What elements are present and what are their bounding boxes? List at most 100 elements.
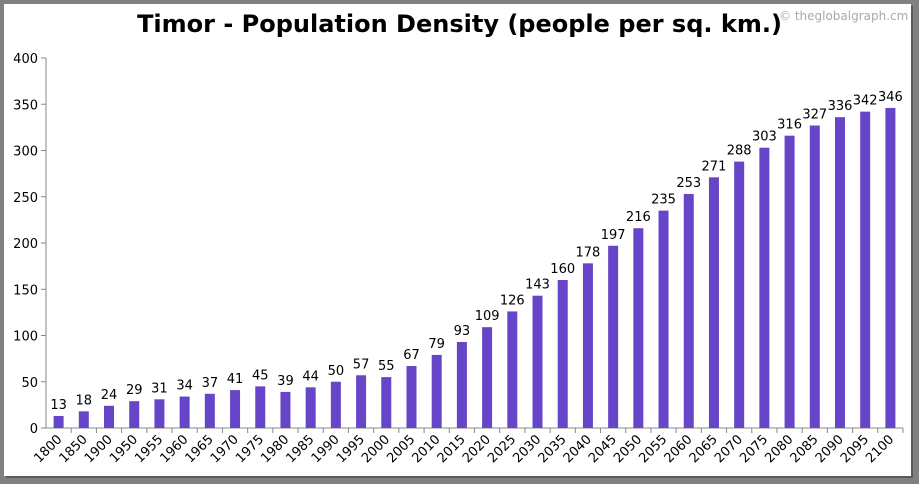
data-label: 303 xyxy=(752,130,777,145)
y-tick-label: 250 xyxy=(13,191,38,206)
bar xyxy=(129,401,140,428)
data-label: 160 xyxy=(550,262,575,277)
x-tick-label: 2065 xyxy=(687,432,721,466)
data-label: 24 xyxy=(101,388,118,403)
bar xyxy=(582,263,593,428)
data-label: 271 xyxy=(702,159,727,174)
bar xyxy=(104,405,115,428)
x-tick-label: 2015 xyxy=(435,432,469,466)
data-label: 178 xyxy=(576,245,601,260)
x-tick-label: 2010 xyxy=(410,432,444,466)
watermark: © theglobalgraph.cm xyxy=(779,9,909,23)
bar xyxy=(356,375,367,428)
bar xyxy=(431,354,442,428)
x-tick-label: 1965 xyxy=(183,432,217,466)
bar xyxy=(633,228,644,428)
bar xyxy=(784,135,795,428)
y-tick-label: 100 xyxy=(13,330,38,345)
x-tick-label: 2100 xyxy=(863,432,897,466)
data-label: 45 xyxy=(252,368,269,383)
bar xyxy=(456,341,467,428)
bar xyxy=(834,117,845,428)
x-tick-label: 2075 xyxy=(737,432,771,466)
x-tick-label: 2045 xyxy=(586,432,620,466)
x-tick-label: 2060 xyxy=(662,432,696,466)
y-tick-label: 400 xyxy=(13,52,38,67)
bar xyxy=(885,107,896,428)
data-label: 41 xyxy=(227,372,244,387)
y-tick-label: 50 xyxy=(21,376,38,391)
bar xyxy=(53,415,64,428)
bar xyxy=(305,387,316,428)
bar xyxy=(330,381,341,428)
bar xyxy=(507,311,518,428)
data-label: 126 xyxy=(500,293,525,308)
data-label: 39 xyxy=(277,374,294,389)
data-label: 67 xyxy=(403,348,420,363)
bar xyxy=(532,295,543,428)
x-tick-label: 2030 xyxy=(510,432,544,466)
x-tick-label: 2095 xyxy=(838,432,872,466)
data-label: 253 xyxy=(676,176,701,191)
bar xyxy=(78,411,89,428)
data-label: 44 xyxy=(302,369,319,384)
data-label: 31 xyxy=(151,381,168,396)
y-tick-label: 300 xyxy=(13,145,38,160)
x-tick-label: 1900 xyxy=(82,432,116,466)
chart-title: Timor - Population Density (people per s… xyxy=(137,10,782,38)
x-tick-label: 2080 xyxy=(762,432,796,466)
bar xyxy=(406,366,417,428)
data-label: 327 xyxy=(802,108,827,123)
bar xyxy=(280,391,291,428)
bar xyxy=(658,210,669,428)
bar xyxy=(708,177,719,428)
data-label: 336 xyxy=(828,99,853,114)
bar xyxy=(204,393,215,428)
bar xyxy=(154,399,165,428)
bar xyxy=(734,161,745,428)
data-label: 342 xyxy=(853,94,878,109)
x-tick-label: 1800 xyxy=(31,432,65,466)
data-label: 235 xyxy=(651,193,676,208)
x-tick-label: 2055 xyxy=(636,432,670,466)
x-tick-label: 2085 xyxy=(788,432,822,466)
x-tick-label: 2035 xyxy=(536,432,570,466)
data-label: 288 xyxy=(727,144,752,159)
data-label: 55 xyxy=(378,359,395,374)
x-tick-label: 2050 xyxy=(611,432,645,466)
y-tick-label: 0 xyxy=(30,422,38,437)
x-tick-label: 1850 xyxy=(57,432,91,466)
x-tick-label: 1985 xyxy=(283,432,317,466)
x-tick-label: 1955 xyxy=(132,432,166,466)
bar xyxy=(557,280,568,428)
x-tick-label: 1990 xyxy=(309,432,343,466)
data-label: 197 xyxy=(601,228,626,243)
data-label: 18 xyxy=(76,393,93,408)
x-tick-label: 2000 xyxy=(359,432,393,466)
data-label: 346 xyxy=(878,90,903,105)
bar xyxy=(230,390,241,428)
bar xyxy=(179,396,190,428)
data-label: 37 xyxy=(202,376,219,391)
x-tick-label: 1950 xyxy=(107,432,141,466)
x-tick-label: 1960 xyxy=(157,432,191,466)
x-tick-label: 1980 xyxy=(258,432,292,466)
bar xyxy=(608,245,619,428)
data-label: 57 xyxy=(353,357,370,372)
bar xyxy=(809,125,820,429)
data-label: 316 xyxy=(777,118,802,133)
data-label: 34 xyxy=(176,379,193,394)
data-label: 13 xyxy=(50,398,67,413)
bar xyxy=(255,386,266,428)
data-label: 216 xyxy=(626,210,651,225)
x-tick-label: 2025 xyxy=(485,432,519,466)
x-tick-label: 2020 xyxy=(460,432,494,466)
data-label: 93 xyxy=(454,324,471,339)
bar xyxy=(860,111,871,429)
data-label: 143 xyxy=(525,278,550,293)
bar xyxy=(759,147,770,428)
data-label: 29 xyxy=(126,383,143,398)
x-tick-label: 2005 xyxy=(384,432,418,466)
y-tick-label: 200 xyxy=(13,237,38,252)
x-tick-label: 2070 xyxy=(712,432,746,466)
